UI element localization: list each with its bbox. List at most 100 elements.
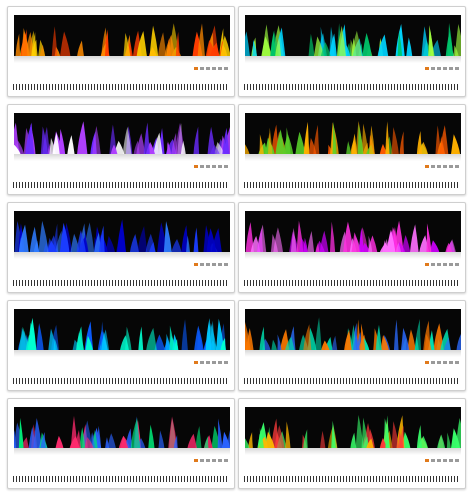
flame bbox=[282, 134, 294, 155]
flame bbox=[38, 220, 49, 253]
flame bbox=[51, 26, 58, 57]
control-button bbox=[443, 66, 447, 70]
control-button bbox=[455, 458, 459, 462]
flame bbox=[138, 326, 144, 351]
control-button bbox=[455, 164, 459, 168]
flame bbox=[110, 144, 118, 155]
control-button bbox=[194, 164, 198, 168]
flame bbox=[414, 336, 419, 351]
flame bbox=[33, 418, 42, 449]
flame bbox=[195, 426, 202, 449]
crystal-bed bbox=[245, 350, 461, 357]
flame bbox=[303, 324, 312, 351]
flame bbox=[399, 425, 404, 449]
flame bbox=[391, 127, 399, 155]
flame bbox=[400, 327, 410, 351]
control-button bbox=[437, 360, 441, 364]
flame bbox=[270, 30, 276, 57]
flame bbox=[352, 333, 361, 351]
flame bbox=[345, 141, 352, 155]
heater-vent bbox=[244, 280, 460, 286]
flame bbox=[221, 431, 230, 449]
control-button bbox=[455, 66, 459, 70]
flame bbox=[146, 327, 157, 351]
flame bbox=[329, 26, 335, 57]
control-button bbox=[437, 458, 441, 462]
flame bbox=[208, 340, 218, 351]
crystal-bed bbox=[245, 154, 461, 161]
flame bbox=[36, 323, 44, 351]
flame bbox=[124, 326, 132, 351]
control-button bbox=[194, 360, 198, 364]
flame bbox=[416, 424, 423, 449]
flame bbox=[397, 30, 403, 57]
crystal-bed bbox=[245, 448, 461, 455]
control-button bbox=[206, 164, 210, 168]
magenta-fireplace bbox=[238, 202, 466, 293]
control-panel bbox=[194, 66, 228, 70]
flame bbox=[308, 137, 317, 155]
flame bbox=[298, 237, 308, 253]
flame bbox=[40, 126, 48, 155]
green-orange-fireplace bbox=[238, 104, 466, 195]
control-button bbox=[206, 66, 210, 70]
flame bbox=[39, 44, 46, 57]
flame bbox=[429, 240, 440, 253]
flame bbox=[382, 240, 388, 253]
flame bbox=[193, 126, 200, 155]
flame bbox=[53, 338, 58, 351]
flame bbox=[360, 242, 371, 253]
crystal-bed bbox=[14, 252, 230, 259]
flame bbox=[284, 336, 295, 351]
flame bbox=[350, 432, 357, 449]
flame bbox=[154, 334, 166, 351]
flame bbox=[416, 130, 423, 155]
flame bbox=[285, 421, 291, 449]
flame bbox=[104, 29, 109, 57]
flame bbox=[456, 333, 461, 351]
control-panel bbox=[425, 458, 459, 462]
flame bbox=[99, 225, 105, 253]
control-button bbox=[449, 360, 453, 364]
flame bbox=[118, 435, 129, 449]
flame bbox=[115, 235, 127, 253]
flame bbox=[375, 324, 382, 351]
control-button bbox=[212, 164, 216, 168]
flame bbox=[357, 124, 364, 155]
flame bbox=[25, 334, 33, 351]
flame bbox=[450, 134, 461, 155]
control-button bbox=[437, 262, 441, 266]
flame bbox=[21, 28, 30, 57]
flame bbox=[351, 30, 363, 57]
flame bbox=[181, 319, 188, 351]
control-button bbox=[218, 66, 222, 70]
flame bbox=[308, 33, 315, 57]
heater-vent bbox=[244, 182, 460, 188]
flame bbox=[426, 223, 432, 253]
flame bbox=[46, 241, 58, 253]
control-panel bbox=[425, 262, 459, 266]
rainbow-fireplace-b bbox=[238, 398, 466, 489]
flame bbox=[358, 227, 364, 253]
control-button bbox=[212, 458, 216, 462]
control-button bbox=[431, 458, 435, 462]
control-panel bbox=[425, 66, 459, 70]
flame bbox=[445, 242, 453, 253]
flame bbox=[264, 431, 275, 449]
flame bbox=[14, 144, 21, 155]
flame bbox=[187, 433, 198, 449]
flame bbox=[277, 334, 282, 351]
flame bbox=[439, 135, 445, 155]
flames bbox=[245, 23, 461, 57]
control-button bbox=[425, 360, 429, 364]
flame bbox=[355, 415, 364, 449]
flame bbox=[368, 235, 373, 253]
blue-fireplace bbox=[7, 202, 235, 293]
flame-screen bbox=[14, 15, 230, 63]
flame bbox=[360, 323, 366, 351]
flame bbox=[454, 24, 461, 57]
flame bbox=[136, 133, 146, 155]
flame bbox=[274, 425, 285, 449]
flame bbox=[385, 437, 390, 449]
flame bbox=[31, 32, 37, 57]
